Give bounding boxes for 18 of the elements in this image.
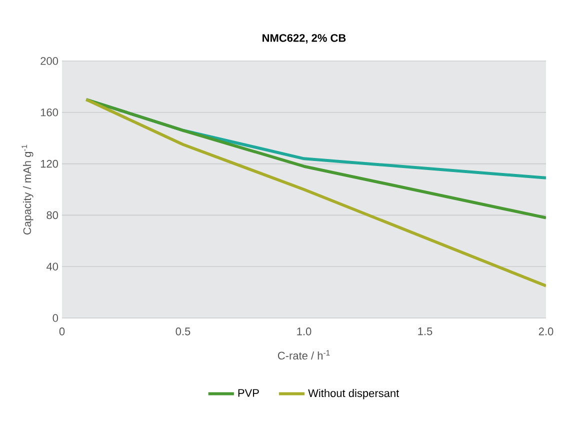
y-tick-label: 40 xyxy=(46,262,58,270)
x-tick-label: 1.5 xyxy=(418,328,432,336)
y-tick-label: 80 xyxy=(46,211,58,220)
line-series xyxy=(84,98,546,288)
x-tick-label: 0.5 xyxy=(176,328,190,336)
legend-label: Without dispersant xyxy=(308,389,400,400)
x-tick-label: 0 xyxy=(59,328,65,336)
y-axis-title: Capacity / mAh g$^{-1}$ xyxy=(22,144,34,234)
y-tick-label: 0 xyxy=(52,314,58,322)
y-tick-label: 160 xyxy=(40,108,58,116)
x-tick-label: 2.0 xyxy=(538,328,554,336)
chart-title: NMC622, 2% CB xyxy=(262,34,346,44)
y-tick-label: 120 xyxy=(40,160,58,168)
line-series xyxy=(84,98,546,220)
x-axis-title: C-rate / h$^{-1}$ xyxy=(278,350,330,360)
legend-label: PVP xyxy=(238,389,259,397)
y-tick-label: 200 xyxy=(40,57,58,65)
x-tick-label: 1.0 xyxy=(297,328,312,336)
